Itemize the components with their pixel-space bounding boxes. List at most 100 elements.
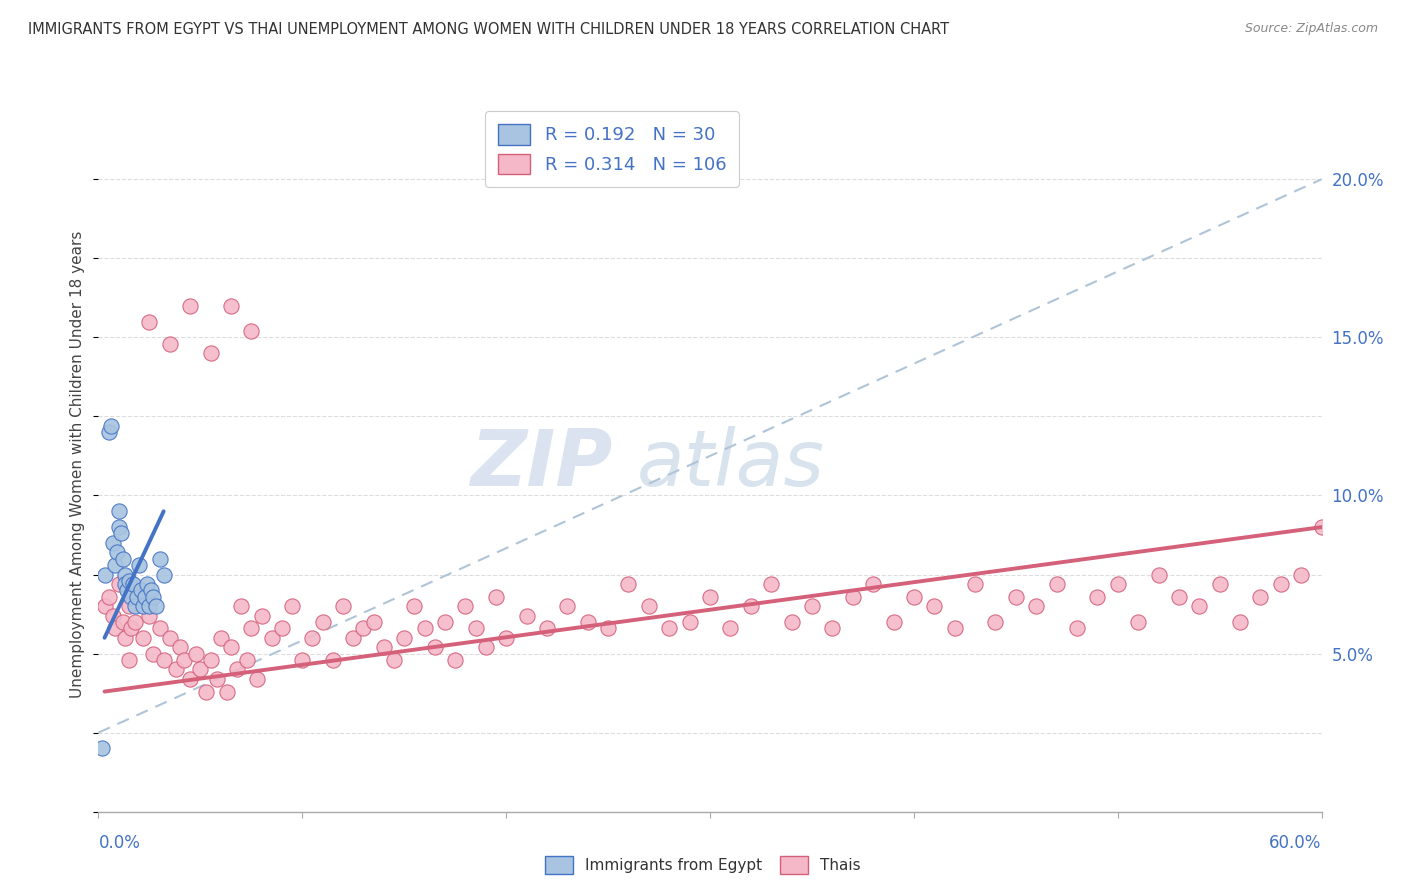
- Point: [132, 599, 155, 614]
- Point: [576, 615, 599, 629]
- Point: [1025, 599, 1047, 614]
- Point: [127, 590, 149, 604]
- Point: [464, 621, 486, 635]
- Point: [1209, 577, 1232, 591]
- Point: [120, 621, 142, 635]
- Point: [301, 631, 323, 645]
- Point: [159, 336, 181, 351]
- Point: [173, 653, 195, 667]
- Point: [186, 647, 208, 661]
- Point: [1249, 590, 1271, 604]
- Text: atlas: atlas: [637, 425, 824, 502]
- Point: [1270, 577, 1292, 591]
- Point: [114, 567, 136, 582]
- Text: Source: ZipAtlas.com: Source: ZipAtlas.com: [1244, 22, 1378, 36]
- Point: [342, 631, 364, 645]
- Point: [281, 599, 304, 614]
- Point: [142, 590, 165, 604]
- Point: [111, 551, 134, 566]
- Point: [841, 590, 863, 604]
- Point: [136, 577, 159, 591]
- Point: [922, 599, 945, 614]
- Point: [557, 599, 579, 614]
- Point: [114, 577, 136, 591]
- Point: [124, 615, 146, 629]
- Point: [134, 590, 156, 604]
- Point: [1147, 567, 1170, 582]
- Point: [108, 504, 131, 518]
- Point: [114, 631, 136, 645]
- Point: [129, 583, 152, 598]
- Point: [240, 324, 263, 338]
- Point: [179, 299, 201, 313]
- Point: [720, 621, 742, 635]
- Legend: Immigrants from Egypt, Thais: Immigrants from Egypt, Thais: [538, 850, 868, 880]
- Point: [246, 672, 269, 686]
- Text: IMMIGRANTS FROM EGYPT VS THAI UNEMPLOYMENT AMONG WOMEN WITH CHILDREN UNDER 18 YE: IMMIGRANTS FROM EGYPT VS THAI UNEMPLOYME…: [28, 22, 949, 37]
- Point: [312, 615, 335, 629]
- Point: [801, 599, 824, 614]
- Point: [270, 621, 294, 635]
- Point: [373, 640, 395, 655]
- Point: [215, 684, 238, 698]
- Point: [118, 574, 141, 588]
- Point: [740, 599, 762, 614]
- Point: [1128, 615, 1150, 629]
- Point: [100, 418, 122, 433]
- Point: [138, 608, 160, 623]
- Point: [122, 577, 145, 591]
- Point: [1188, 599, 1211, 614]
- Point: [115, 583, 138, 598]
- Point: [93, 599, 115, 614]
- Point: [149, 551, 172, 566]
- Point: [120, 590, 142, 604]
- Point: [474, 640, 498, 655]
- Point: [699, 590, 721, 604]
- Point: [118, 653, 141, 667]
- Point: [97, 425, 120, 440]
- Text: 0.0%: 0.0%: [98, 834, 141, 852]
- Point: [169, 640, 191, 655]
- Point: [128, 583, 150, 598]
- Point: [231, 599, 253, 614]
- Point: [149, 621, 172, 635]
- Point: [219, 640, 242, 655]
- Point: [200, 653, 222, 667]
- Point: [434, 615, 457, 629]
- Point: [984, 615, 1007, 629]
- Point: [195, 684, 218, 698]
- Point: [159, 631, 181, 645]
- Point: [485, 590, 508, 604]
- Point: [1229, 615, 1251, 629]
- Point: [118, 599, 141, 614]
- Point: [352, 621, 374, 635]
- Point: [110, 526, 132, 541]
- Point: [658, 621, 681, 635]
- Point: [903, 590, 925, 604]
- Point: [382, 653, 405, 667]
- Point: [1085, 590, 1108, 604]
- Point: [761, 577, 783, 591]
- Point: [1167, 590, 1189, 604]
- Point: [101, 608, 124, 623]
- Point: [363, 615, 385, 629]
- Point: [883, 615, 905, 629]
- Point: [132, 631, 155, 645]
- Point: [260, 631, 283, 645]
- Point: [679, 615, 702, 629]
- Point: [101, 536, 124, 550]
- Point: [1310, 520, 1333, 534]
- Point: [188, 662, 212, 676]
- Point: [1107, 577, 1129, 591]
- Point: [536, 621, 558, 635]
- Point: [128, 558, 150, 572]
- Point: [104, 558, 127, 572]
- Point: [108, 577, 131, 591]
- Point: [821, 621, 844, 635]
- Point: [392, 631, 416, 645]
- Point: [862, 577, 884, 591]
- Point: [413, 621, 436, 635]
- Point: [145, 599, 167, 614]
- Point: [965, 577, 987, 591]
- Point: [1004, 590, 1026, 604]
